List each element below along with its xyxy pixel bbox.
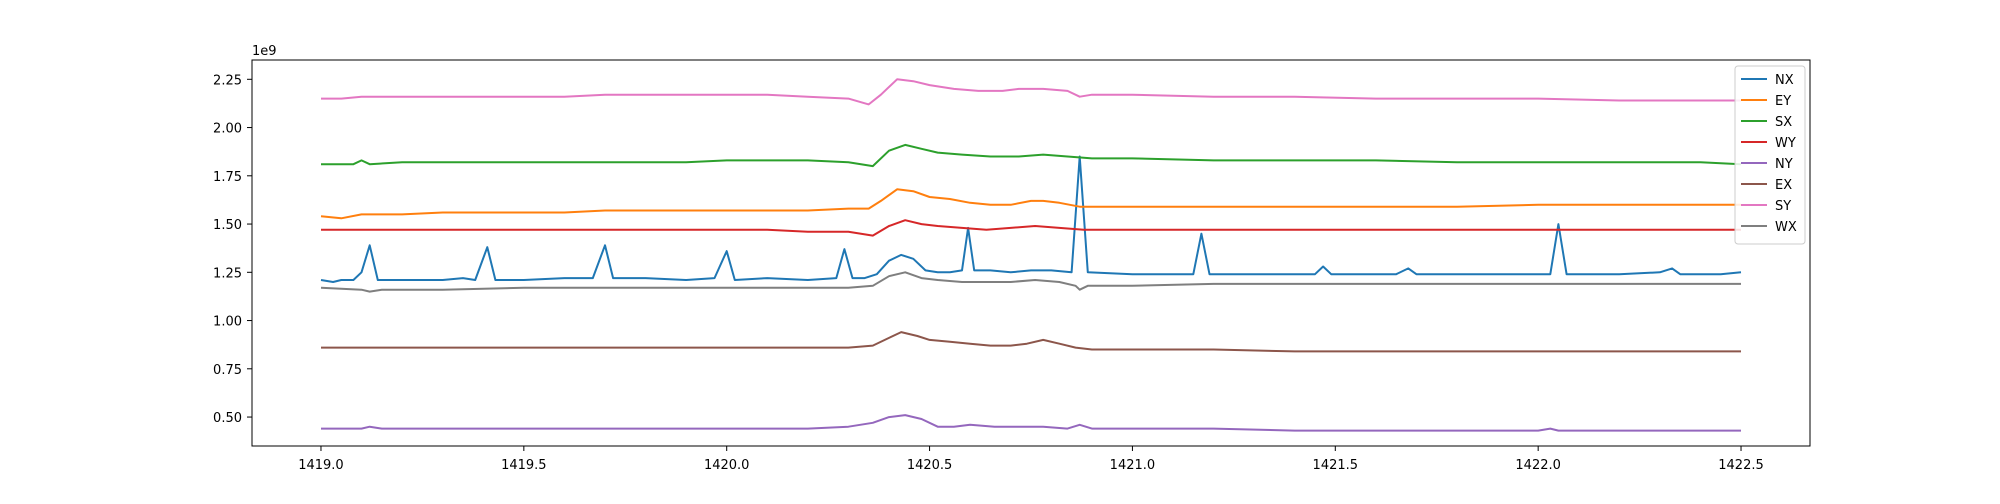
legend-label-sy: SY: [1775, 199, 1791, 214]
legend-box: [1734, 65, 1806, 245]
chart-legend: NX EY SX WY NY EX SY WX: [1734, 65, 1806, 245]
y-tick-label: 1.25: [213, 266, 242, 281]
series-line-nx: [320, 155, 1742, 283]
series-line-ex: [321, 331, 1741, 353]
x-tick-label: 1421.5: [1313, 458, 1359, 473]
x-axis: 1419.0 1419.5 1420.0 1420.5 1421.0 1421.5 1422…: [298, 446, 1764, 473]
legend-label-ey: EY: [1775, 94, 1791, 109]
series-line-ny: [321, 414, 1741, 432]
y-tick-label: 1.75: [213, 170, 242, 185]
legend-label-ex: EX: [1775, 178, 1792, 193]
y-tick-label: 1.50: [213, 218, 242, 233]
series-layer: [320, 78, 1742, 432]
legend-label-sx: SX: [1775, 115, 1792, 130]
x-tick-label: 1420.5: [907, 458, 953, 473]
y-tick-label: 2.25: [213, 73, 242, 88]
x-tick-label: 1420.0: [704, 458, 750, 473]
series-line-wx: [320, 271, 1741, 293]
series-line-sy: [321, 78, 1741, 106]
series-line-wy: [321, 219, 1741, 237]
legend-label-nx: NX: [1775, 73, 1794, 88]
y-axis-offset-text: 1e9: [252, 44, 277, 59]
y-axis: 0.50 0.75 1.00 1.25 1.50 1.75 2.00 2.25: [213, 73, 252, 426]
x-tick-label: 1422.0: [1515, 458, 1561, 473]
x-tick-label: 1421.0: [1110, 458, 1156, 473]
series-line-ey: [320, 188, 1741, 220]
y-tick-label: 0.50: [213, 411, 242, 426]
legend-label-ny: NY: [1775, 157, 1793, 172]
y-tick-label: 1.00: [213, 315, 242, 330]
plot-area-frame: [251, 59, 1811, 447]
x-tick-label: 1419.5: [501, 458, 547, 473]
y-tick-label: 0.75: [213, 363, 242, 378]
series-line-sx: [321, 143, 1742, 168]
x-tick-label: 1422.5: [1718, 458, 1764, 473]
x-tick-label: 1419.0: [298, 458, 344, 473]
legend-label-wy: WY: [1775, 136, 1796, 151]
y-tick-label: 2.00: [213, 122, 242, 137]
legend-label-wx: WX: [1775, 220, 1797, 235]
